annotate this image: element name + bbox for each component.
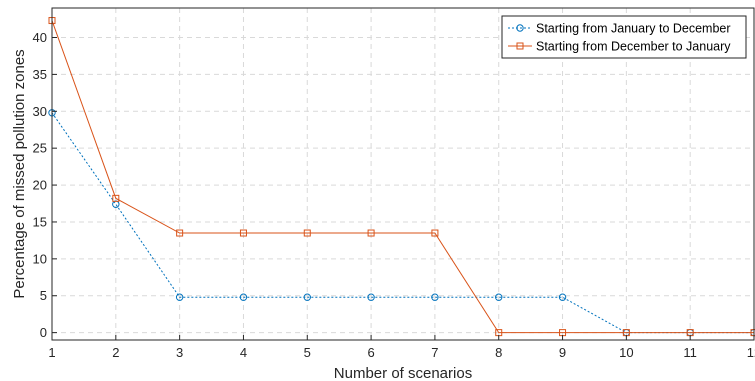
data-point — [431, 229, 439, 237]
series-1 — [48, 109, 755, 337]
x-tick-label: 10 — [619, 345, 633, 360]
data-point — [303, 293, 311, 301]
y-tick-label: 15 — [33, 214, 47, 229]
data-point — [176, 229, 184, 237]
x-tick-label: 5 — [304, 345, 311, 360]
legend-box — [501, 15, 747, 59]
x-tick-label: 6 — [367, 345, 374, 360]
y-tick-label: 35 — [33, 67, 47, 82]
y-tick-label: 5 — [40, 288, 47, 303]
y-tick-label: 30 — [33, 104, 47, 119]
series-layer — [48, 17, 755, 337]
data-point — [367, 293, 375, 301]
x-tick-label: 2 — [112, 345, 119, 360]
x-tick-label: 1 — [48, 345, 55, 360]
axis-ticks: 1234567891011120510152025303540 — [33, 30, 755, 360]
data-point — [175, 293, 184, 301]
data-point — [367, 229, 375, 237]
y-tick-label: 10 — [33, 251, 47, 266]
data-point — [239, 293, 248, 301]
x-tick-label: 7 — [431, 345, 438, 360]
legend: Starting from January to December Startin… — [501, 15, 747, 59]
data-point — [558, 293, 567, 301]
series-2 — [48, 17, 755, 337]
x-tick-label: 9 — [559, 345, 566, 360]
data-point — [239, 229, 247, 237]
y-tick-label: 25 — [33, 141, 47, 156]
legend-marker-1 — [516, 24, 524, 32]
x-tick-label: 11 — [683, 345, 697, 360]
x-axis-label: Number of scenarios — [334, 365, 472, 381]
y-tick-label: 20 — [33, 178, 47, 193]
series-line — [51, 20, 754, 334]
data-point — [112, 194, 120, 202]
legend-label-2: Starting from December to January — [536, 40, 731, 54]
series-line — [51, 112, 754, 334]
legend-marker-2 — [516, 42, 524, 50]
plot-area-frame — [51, 7, 755, 341]
x-tick-label: 4 — [240, 345, 247, 360]
data-point — [431, 293, 439, 301]
y-axis-label: Percentage of missed pollution zones — [11, 49, 28, 298]
x-tick-label: 8 — [495, 345, 502, 360]
legend-label-1: Starting from January to December — [536, 22, 731, 36]
grid-lines — [51, 8, 755, 340]
y-tick-label: 40 — [33, 30, 47, 45]
data-point — [303, 229, 311, 237]
x-tick-label: 12 — [747, 345, 755, 360]
data-point — [495, 293, 503, 301]
x-tick-label: 3 — [176, 345, 183, 360]
y-tick-label: 0 — [40, 325, 47, 340]
